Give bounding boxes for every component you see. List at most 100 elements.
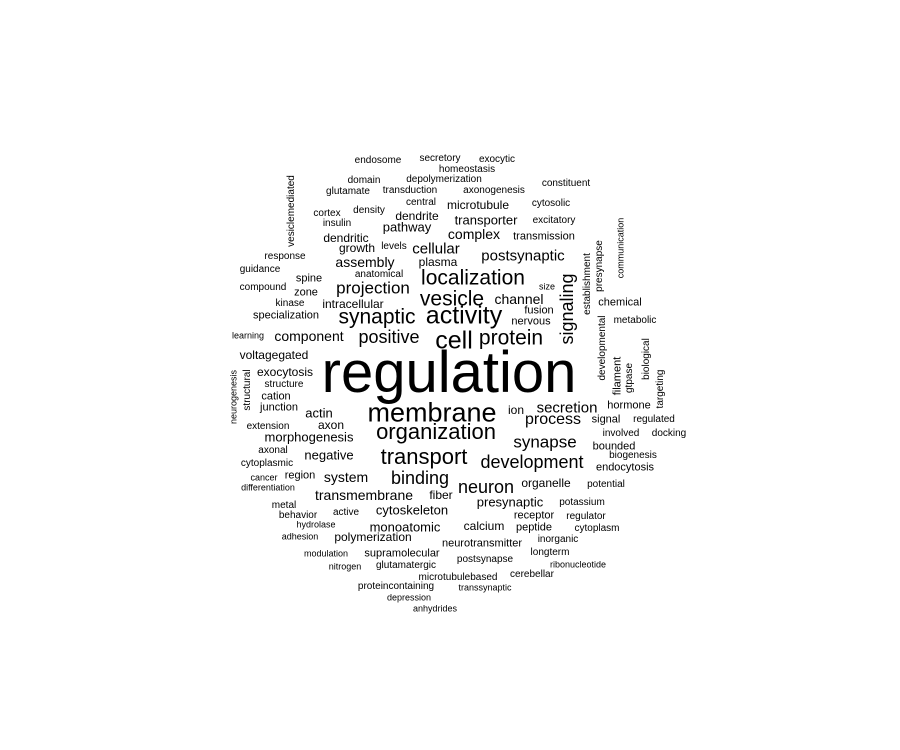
cloud-word-differentiation: differentiation bbox=[241, 482, 295, 493]
cloud-word-size: size bbox=[538, 281, 556, 292]
cloud-word-proteincontaining: proteincontaining bbox=[357, 581, 435, 592]
cloud-word-endocytosis: endocytosis bbox=[595, 461, 655, 474]
cloud-word-system: system bbox=[323, 469, 369, 485]
cloud-word-spine: spine bbox=[295, 272, 323, 285]
cloud-word-filament: filament bbox=[611, 356, 624, 396]
cloud-word-domain: domain bbox=[347, 175, 381, 186]
cloud-word-morphogenesis: morphogenesis bbox=[264, 429, 354, 445]
cloud-word-docking: docking bbox=[651, 428, 687, 439]
cloud-word-pathway: pathway bbox=[382, 219, 432, 235]
cloud-word-response: response bbox=[264, 251, 306, 262]
cloud-word-signaling: signaling bbox=[557, 273, 577, 345]
cloud-word-exocytosis: exocytosis bbox=[256, 365, 314, 379]
cloud-word-protein: protein bbox=[478, 326, 544, 350]
cloud-word-ion: ion bbox=[507, 403, 525, 417]
cloud-word-bounded: bounded bbox=[592, 440, 636, 453]
cloud-word-regulated: regulated bbox=[633, 414, 675, 425]
cloud-word-organization: organization bbox=[376, 419, 496, 444]
cloud-word-monoatomic: monoatomic bbox=[369, 519, 441, 535]
cloud-word-biogenesis: biogenesis bbox=[609, 450, 657, 461]
cloud-word-establishment: establishment bbox=[582, 253, 593, 315]
cloud-word-homeostasis: homeostasis bbox=[438, 164, 496, 175]
cloud-word-adhesion: adhesion bbox=[281, 531, 319, 542]
cloud-word-ribonucleotide: ribonucleotide bbox=[549, 559, 607, 570]
cloud-word-inorganic: inorganic bbox=[537, 534, 579, 545]
cloud-word-vesicle: vesicle bbox=[419, 287, 485, 311]
cloud-word-vesiclemediated: vesiclemediated bbox=[286, 175, 297, 247]
cloud-word-microtubulebased: microtubulebased bbox=[418, 572, 498, 583]
cloud-word-cerebellar: cerebellar bbox=[510, 569, 554, 580]
cloud-word-neurogenesis: neurogenesis bbox=[228, 369, 239, 425]
cloud-word-targeting: targeting bbox=[655, 369, 666, 409]
cloud-word-fiber: fiber bbox=[429, 488, 453, 502]
cloud-word-plasma: plasma bbox=[418, 255, 458, 269]
cloud-word-neuron: neuron bbox=[457, 477, 515, 497]
cloud-word-localization: localization bbox=[421, 266, 525, 290]
cloud-word-neurotransmitter: neurotransmitter bbox=[441, 537, 523, 550]
cloud-word-biological: biological bbox=[641, 338, 652, 380]
cloud-word-synaptic: synaptic bbox=[338, 305, 416, 329]
cloud-word-dendrite: dendrite bbox=[395, 209, 439, 223]
cloud-word-dendritic: dendritic bbox=[323, 231, 369, 245]
cloud-word-longterm: longterm bbox=[530, 547, 570, 558]
cloud-word-voltagegated: voltagegated bbox=[239, 348, 309, 362]
cloud-word-complex: complex bbox=[447, 226, 501, 242]
cloud-word-glutamatergic: glutamatergic bbox=[375, 560, 437, 571]
cloud-word-postsynaptic: postsynaptic bbox=[481, 247, 565, 265]
cloud-word-synapse: synapse bbox=[513, 432, 577, 452]
cloud-word-extension: extension bbox=[246, 421, 290, 432]
cloud-word-region: region bbox=[284, 469, 316, 482]
cloud-word-peptide: peptide bbox=[515, 521, 553, 534]
cloud-word-active: active bbox=[332, 507, 360, 518]
cloud-word-regulation: regulation bbox=[321, 340, 577, 405]
cloud-word-guidance: guidance bbox=[239, 264, 281, 275]
cloud-word-central: central bbox=[405, 197, 437, 208]
cloud-word-gtpase: gtpase bbox=[624, 362, 635, 394]
cloud-word-specialization: specialization bbox=[252, 309, 320, 322]
cloud-word-zone: zone bbox=[294, 286, 318, 299]
cloud-word-organelle: organelle bbox=[521, 476, 571, 490]
cloud-word-regulator: regulator bbox=[566, 511, 606, 522]
cloud-word-secretory: secretory bbox=[419, 153, 461, 164]
cloud-word-cancer: cancer bbox=[250, 472, 278, 483]
cloud-word-anatomical: anatomical bbox=[354, 269, 404, 280]
cloud-word-transduction: transduction bbox=[382, 185, 438, 196]
cloud-word-cytoplasm: cytoplasm bbox=[574, 523, 620, 534]
cloud-word-junction: junction bbox=[260, 401, 298, 414]
cloud-word-potential: potential bbox=[587, 479, 625, 490]
cloud-word-transsynaptic: transsynaptic bbox=[458, 582, 512, 593]
cloud-word-intracellular: intracellular bbox=[322, 297, 384, 311]
cloud-word-structural: structural bbox=[242, 369, 253, 411]
cloud-word-binding: binding bbox=[390, 468, 450, 488]
cloud-word-growth: growth bbox=[338, 241, 376, 255]
cloud-word-potassium: potassium bbox=[559, 497, 605, 508]
cloud-word-receptor: receptor bbox=[513, 509, 555, 522]
cloud-word-microtubule: microtubule bbox=[446, 198, 510, 212]
cloud-word-depolymerization: depolymerization bbox=[406, 174, 482, 185]
cloud-word-cytoskeleton: cytoskeleton bbox=[375, 502, 449, 518]
cloud-word-postsynapse: postsynapse bbox=[456, 554, 514, 565]
cloud-word-transmission: transmission bbox=[513, 230, 575, 243]
cloud-word-component: component bbox=[274, 328, 344, 344]
cloud-word-transmembrane: transmembrane bbox=[314, 487, 414, 503]
cloud-word-behavior: behavior bbox=[278, 510, 318, 521]
cloud-word-modulation: modulation bbox=[303, 548, 349, 559]
cloud-word-presynapse: presynapse bbox=[594, 240, 605, 292]
cloud-word-axon: axon bbox=[317, 418, 345, 432]
cloud-word-hydrolase: hydrolase bbox=[296, 519, 336, 530]
cloud-word-positive: positive bbox=[358, 327, 420, 347]
cloud-word-depression: depression bbox=[386, 592, 432, 603]
cloud-word-axonogenesis: axonogenesis bbox=[463, 185, 525, 196]
cloud-word-secretion: secretion bbox=[536, 399, 598, 417]
cloud-word-actin: actin bbox=[305, 405, 333, 421]
cloud-word-compound: compound bbox=[239, 282, 287, 293]
cloud-word-negative: negative bbox=[304, 447, 354, 463]
cloud-word-calcium: calcium bbox=[463, 519, 505, 533]
cloud-word-nitrogen: nitrogen bbox=[328, 561, 362, 572]
cloud-word-channel: channel bbox=[494, 291, 544, 307]
cloud-word-polymerization: polymerization bbox=[334, 530, 412, 544]
cloud-word-transport: transport bbox=[380, 444, 468, 469]
cloud-word-membrane: membrane bbox=[367, 397, 497, 428]
cloud-word-involved: involved bbox=[602, 428, 640, 439]
